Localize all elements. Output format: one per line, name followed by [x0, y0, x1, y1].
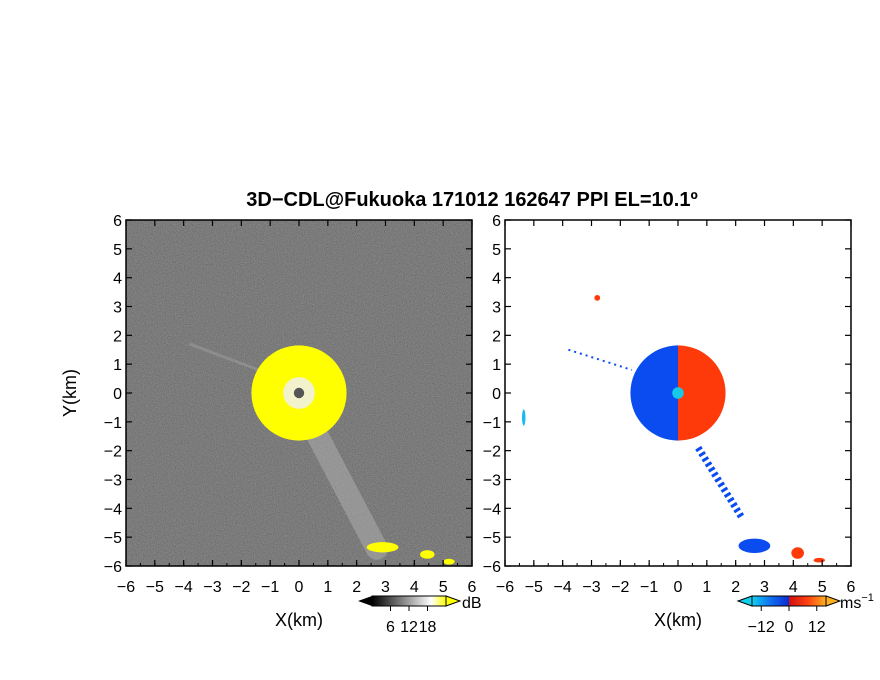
x-tick-label: 6 — [468, 579, 477, 596]
x-tick-label: 0 — [295, 579, 304, 596]
x-tick-label: 5 — [439, 579, 448, 596]
y-tick-label: 1 — [113, 357, 122, 374]
y-tick-label: 6 — [113, 213, 122, 230]
y-tick-label: −3 — [104, 473, 122, 490]
x-tick-label: −5 — [146, 579, 164, 596]
radar-center — [672, 387, 684, 399]
colorbar-gradient — [751, 595, 827, 607]
clutter-streak — [188, 342, 260, 372]
colorbar-unit: ms−1 — [840, 592, 874, 612]
x-tick-label: 1 — [702, 579, 711, 596]
y-tick-label: 4 — [113, 271, 122, 288]
y-tick-label: 3 — [113, 300, 122, 317]
echo-patch — [366, 542, 399, 553]
x-tick-label: 3 — [760, 579, 769, 596]
y-tick-label: −2 — [104, 444, 122, 461]
echo-patch — [420, 550, 435, 559]
colorbar-right-arrow — [445, 595, 462, 607]
y-tick-label: 4 — [492, 271, 501, 288]
y-tick-label: 5 — [113, 242, 122, 259]
x-tick-label: −5 — [525, 579, 543, 596]
velocity-plume — [695, 445, 745, 519]
x-tick-label: 5 — [818, 579, 827, 596]
y-tick-label: 5 — [492, 242, 501, 259]
colorbar-unit: dB — [462, 595, 482, 612]
velocity-colorbar: ms−1 −12 0 12 — [736, 592, 874, 636]
x-tick-label: −4 — [175, 579, 193, 596]
x-tick-label: −1 — [640, 579, 658, 596]
colorbar-left-arrow — [358, 596, 372, 606]
velocity-patch — [594, 294, 601, 301]
colorbar-tick-label: −12 — [748, 619, 775, 636]
colorbar-left-arrow — [736, 595, 753, 607]
velocity-patch — [738, 538, 771, 554]
velocity-negative-half — [630, 345, 678, 441]
x-tick-label: 3 — [381, 579, 390, 596]
y-tick-label: −1 — [104, 415, 122, 432]
radar-center — [293, 387, 305, 399]
y-tick-label: −4 — [483, 501, 501, 518]
x-tick-label: 4 — [410, 579, 419, 596]
y-tick-label: −2 — [483, 444, 501, 461]
colorbar-unit-exponent: −1 — [861, 592, 874, 604]
echo-plume — [305, 422, 388, 560]
y-tick-label: 1 — [492, 357, 501, 374]
x-tick-label: −1 — [261, 579, 279, 596]
velocity-patch — [522, 409, 526, 426]
y-tick-label: −5 — [104, 530, 122, 547]
echo-patch — [443, 558, 455, 565]
y-tick-label: −6 — [104, 559, 122, 576]
velocity-streak — [568, 348, 633, 371]
x-tick-label: 1 — [323, 579, 332, 596]
x-tick-label: 2 — [352, 579, 361, 596]
y-tick-label: −5 — [483, 530, 501, 547]
x-tick-label: −2 — [611, 579, 629, 596]
x-tick-label: −4 — [554, 579, 572, 596]
reflectivity-colorbar: dB 6 12 18 — [358, 595, 482, 636]
y-tick-label: 0 — [492, 386, 501, 403]
y-tick-label: 2 — [492, 328, 501, 345]
x-tick-label: 2 — [731, 579, 740, 596]
colorbar-tick-label: 6 — [386, 619, 395, 636]
x-tick-label: −3 — [203, 579, 221, 596]
colorbar-right-arrow — [825, 595, 842, 607]
colorbar-tick-label: 12 — [400, 619, 418, 636]
velocity-positive-half — [678, 345, 726, 441]
y-tick-label: 3 — [492, 300, 501, 317]
colorbar-tick-label: 0 — [785, 619, 794, 636]
velocity-patch — [813, 557, 826, 563]
colorbar-tick-label: 12 — [808, 619, 826, 636]
y-axis-label: Y(km) — [60, 369, 80, 417]
y-tick-label: 0 — [113, 386, 122, 403]
y-tick-label: −6 — [483, 559, 501, 576]
velocity-patch — [791, 547, 805, 559]
x-tick-label: 4 — [789, 579, 798, 596]
colorbar-unit-base: ms — [840, 595, 861, 612]
y-tick-label: −3 — [483, 473, 501, 490]
chart-title: 3D−CDL@Fukuoka 171012 162647 PPI EL=10.1… — [246, 189, 698, 211]
colorbar-gradient — [371, 595, 447, 607]
y-tick-label: 6 — [492, 213, 501, 230]
y-tick-label: 2 — [113, 328, 122, 345]
y-tick-label: −4 — [104, 501, 122, 518]
x-tick-label: 6 — [847, 579, 856, 596]
x-tick-label: 0 — [674, 579, 683, 596]
x-tick-label: −6 — [496, 579, 514, 596]
y-tick-label: −1 — [483, 415, 501, 432]
colorbar-tick-label: 18 — [419, 619, 437, 636]
x-tick-label: −3 — [582, 579, 600, 596]
x-axis-label: X(km) — [654, 610, 702, 630]
x-tick-label: −6 — [117, 579, 135, 596]
x-tick-label: −2 — [232, 579, 250, 596]
x-axis-label: X(km) — [275, 610, 323, 630]
